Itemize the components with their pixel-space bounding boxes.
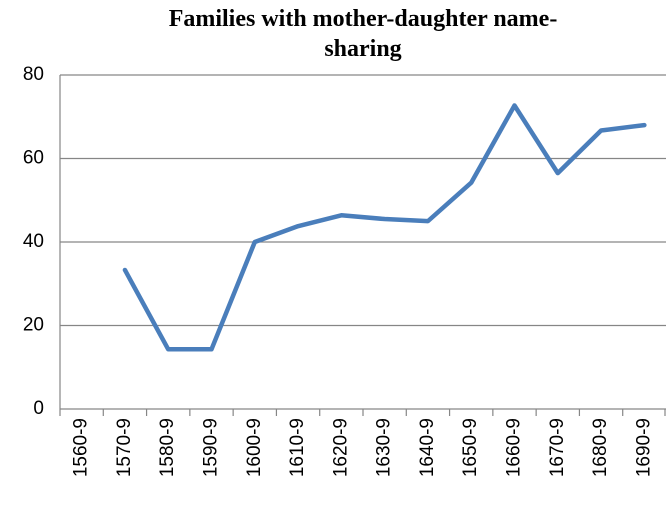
x-tick-label: 1620-9 xyxy=(330,418,351,477)
x-tick-label: 1640-9 xyxy=(417,418,438,477)
x-tick-label: 1630-9 xyxy=(374,418,395,477)
chart-title: Families with mother-daughter name-shari… xyxy=(168,6,558,62)
x-tick-label: 1570-9 xyxy=(114,418,135,477)
y-tick-label: 20 xyxy=(23,315,44,336)
x-tick-label: 1680-9 xyxy=(590,418,611,477)
y-tick-label: 0 xyxy=(33,398,44,419)
y-tick-label: 40 xyxy=(23,231,44,252)
x-tick-label: 1660-9 xyxy=(504,418,525,477)
x-tick-label: 1590-9 xyxy=(201,418,222,477)
y-tick-label: 80 xyxy=(23,64,44,85)
x-tick-label: 1600-9 xyxy=(244,418,265,477)
data-line xyxy=(122,103,647,352)
y-tick-label: 60 xyxy=(23,148,44,169)
x-tick-label: 1690-9 xyxy=(633,418,654,477)
x-tick-label: 1610-9 xyxy=(287,418,308,477)
x-tick-label: 1560-9 xyxy=(71,418,92,477)
x-tick-label: 1670-9 xyxy=(547,418,568,477)
x-tick-label: 1580-9 xyxy=(157,418,178,477)
x-tick-label: 1650-9 xyxy=(460,418,481,477)
